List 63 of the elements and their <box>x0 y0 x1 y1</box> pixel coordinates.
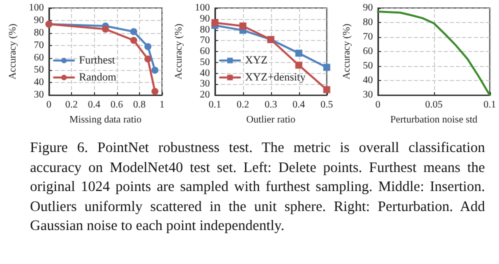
y-axis-title: Accuracy (%) <box>342 24 352 80</box>
y-tick-label: 40 <box>34 77 44 88</box>
x-tick-label: 0 <box>46 100 52 111</box>
point <box>144 43 152 50</box>
point <box>102 26 109 33</box>
x-axis-title: Perturbation noise std <box>390 114 478 126</box>
y-tick-label: 70 <box>34 40 44 51</box>
y-tick-label: 90 <box>362 2 373 14</box>
y-tick-label: 90 <box>200 13 210 24</box>
x-tick-label: 0.4 <box>292 100 306 111</box>
y-tick-label: 50 <box>200 56 210 68</box>
x-tick-label: 0.1 <box>484 100 496 111</box>
caption: Figure 6. PointNet robustness test. The metric is overall classification accuracy on ModelNet40 test set. Left: Delete points. Furthest means the original 1024 points are sampled with furthest sampling. Middle: Insertion. Outliers uniformly scattered in the unit sphere. Right: Perturbation. Add Gaussian noise to each point independently. <box>30 140 485 234</box>
y-tick-label: 40 <box>362 75 373 86</box>
y-axis-title: Accuracy (%) <box>174 24 184 80</box>
x-tick-label: 0.4 <box>88 100 100 111</box>
y-tick-label: 30 <box>34 90 44 101</box>
point <box>295 62 302 69</box>
legend-label: XYZ <box>245 54 268 66</box>
x-tick-label: 0.05 <box>425 100 443 111</box>
y-tick-label: 30 <box>200 78 210 90</box>
legend-label: Furthest <box>79 54 116 66</box>
x-tick-label: 0.1 <box>208 100 222 111</box>
y-tick-label: 20 <box>200 90 210 101</box>
x-tick-label: 0.5 <box>320 100 333 111</box>
y-tick-label: 90 <box>34 14 44 26</box>
x-tick-label: 0.3 <box>264 100 278 111</box>
y-tick-label: 100 <box>194 2 210 14</box>
point <box>211 19 218 26</box>
x-tick-label: 0.6 <box>110 100 124 111</box>
y-tick-label: 60 <box>200 46 210 58</box>
point <box>151 88 158 95</box>
y-tick-label: 80 <box>362 17 373 28</box>
point <box>295 50 302 57</box>
y-tick-label: 50 <box>362 60 373 72</box>
y-tick-label: 100 <box>28 2 44 14</box>
point <box>239 22 246 30</box>
y-tick-label: 70 <box>200 35 210 46</box>
y-tick-label: 70 <box>362 32 373 43</box>
x-tick-label: 1 <box>160 100 164 111</box>
x-tick-label: 0.8 <box>133 100 146 111</box>
point <box>130 36 138 44</box>
legend-label: XYZ+density <box>245 72 306 84</box>
y-axis-title: Accuracy (%) <box>8 24 18 80</box>
y-tick-label: 80 <box>200 24 210 36</box>
x-axis-title: Missing data ratio <box>69 114 142 126</box>
x-tick-label: 0.2 <box>236 100 250 111</box>
point <box>323 86 330 94</box>
x-axis-title: Outlier ratio <box>246 114 296 126</box>
x-tick-label: 0 <box>375 100 380 111</box>
y-tick-label: 60 <box>362 46 373 58</box>
x-tick-label: 0.2 <box>65 100 78 111</box>
point <box>151 66 158 74</box>
y-tick-label: 40 <box>200 68 210 79</box>
y-tick-label: 50 <box>34 64 44 76</box>
point <box>144 56 152 63</box>
y-tick-label: 80 <box>34 27 44 38</box>
y-tick-label: 60 <box>34 52 44 64</box>
point <box>323 64 330 71</box>
line-series <box>376 10 491 96</box>
y-tick-label: 30 <box>362 90 373 101</box>
point <box>130 28 138 36</box>
legend-label: Random <box>79 72 117 84</box>
